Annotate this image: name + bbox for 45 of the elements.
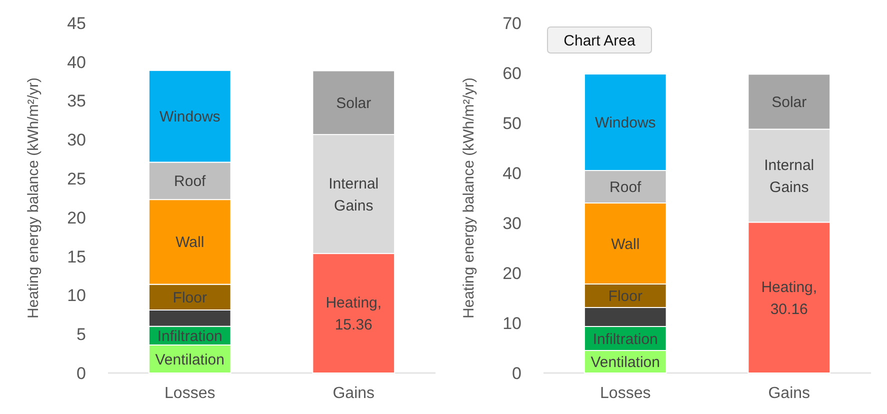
y-tick-label: 10: [67, 286, 86, 306]
y-tick-label: 40: [502, 164, 522, 183]
series-label: Solar: [772, 94, 807, 111]
y-tick-label: 10: [502, 314, 522, 333]
series-label: Ventilation: [155, 351, 224, 368]
annotation: Chart Area: [564, 32, 636, 50]
data-label: 15.36: [334, 316, 372, 334]
series-label: Heating,: [761, 278, 818, 296]
series-label: Infiltration: [157, 328, 222, 345]
series-label: Floor: [608, 288, 642, 305]
y-tick-label: 5: [76, 325, 86, 344]
x-tick-label: Losses: [164, 385, 216, 402]
series-label: Windows: [159, 108, 220, 126]
y-tick-label: 45: [67, 14, 86, 33]
series-label: Wall: [611, 236, 640, 253]
y-tick-label: 40: [67, 52, 86, 72]
series-label: Solar: [336, 94, 372, 112]
y-tick-label: 70: [502, 14, 522, 33]
y-tick-label: 35: [67, 92, 86, 111]
series-label: Wall: [176, 234, 204, 252]
x-tick-label: Gains: [768, 385, 810, 402]
y-tick-label: 30: [67, 130, 86, 150]
series-label: Internal Gains: [764, 156, 814, 196]
y-tick-label: 20: [67, 208, 86, 228]
series-label: Floor: [172, 289, 207, 306]
y-tick-label: 30: [502, 214, 522, 233]
series-label: Ventilation: [590, 354, 660, 371]
series-label: Heating,: [326, 294, 382, 312]
series-label: Roof: [610, 179, 642, 196]
y-tick-label: 15: [67, 247, 86, 266]
series-label: Infiltration: [592, 330, 658, 348]
y-tick-label: 0: [512, 364, 522, 383]
x-tick-label: Losses: [600, 385, 651, 402]
data-label: 30.16: [770, 300, 808, 318]
series-label: Roof: [174, 173, 207, 190]
y-axis-title: Heating energy balance (kWh/m²/yr): [25, 78, 42, 318]
y-tick-label: 50: [502, 114, 522, 133]
x-tick-label: Gains: [332, 385, 375, 402]
y-tick-label: 25: [67, 170, 86, 189]
y-tick-label: 60: [502, 64, 522, 83]
y-tick-label: 0: [76, 364, 86, 383]
series-label: Windows: [594, 114, 656, 132]
y-axis-title: Heating energy balance (kWh/m²/yr): [460, 78, 478, 318]
series-label: Internal Gains: [328, 175, 379, 214]
y-tick-label: 20: [502, 264, 522, 283]
